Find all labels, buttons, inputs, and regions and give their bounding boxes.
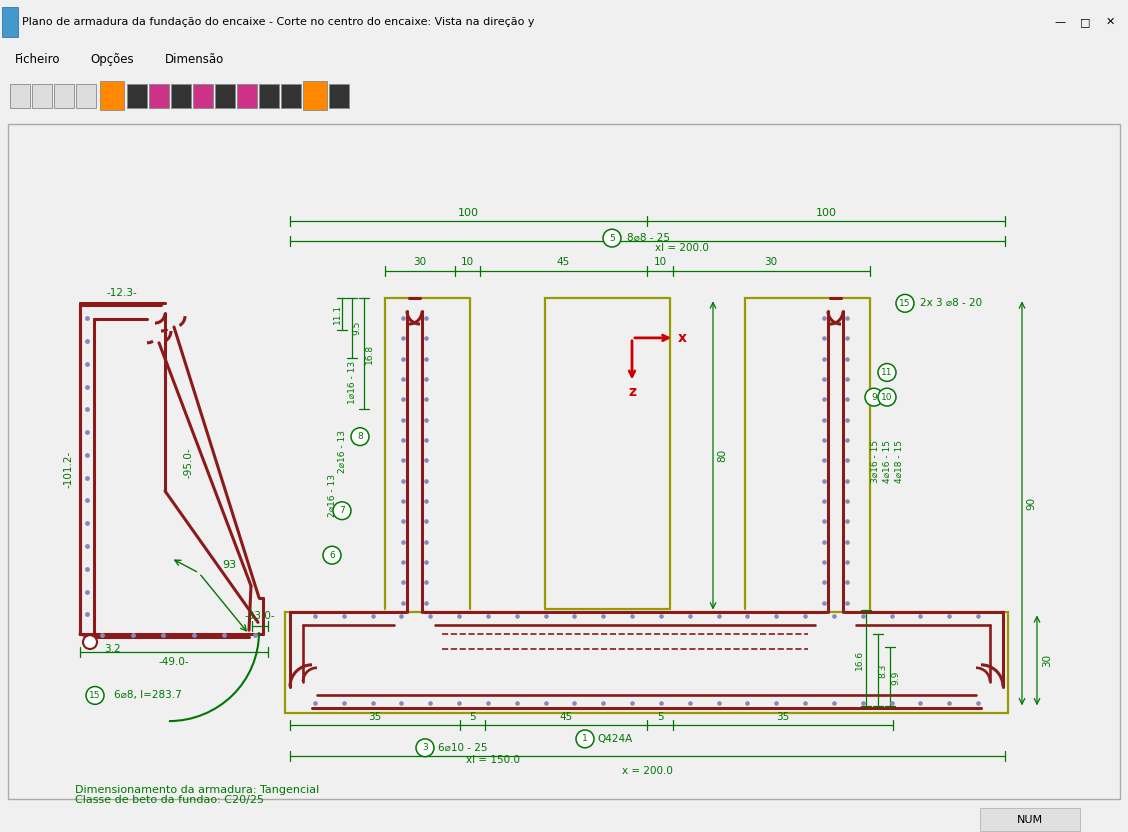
Text: 15: 15	[89, 691, 100, 700]
Text: 30: 30	[765, 257, 777, 267]
Text: Classe de beto da fundao: C20/25: Classe de beto da fundao: C20/25	[74, 795, 264, 805]
Text: 8.3: 8.3	[879, 664, 888, 678]
Text: 1⌀16 - 13: 1⌀16 - 13	[347, 361, 356, 404]
Circle shape	[416, 739, 434, 756]
Bar	[76, 84, 96, 107]
Text: Opções: Opções	[90, 53, 133, 67]
Text: 5: 5	[469, 712, 475, 722]
Text: -101.2-: -101.2-	[63, 451, 73, 488]
Bar	[10, 84, 30, 107]
Text: 100: 100	[816, 209, 837, 219]
Circle shape	[333, 502, 351, 520]
Bar	[32, 84, 52, 107]
Text: 80: 80	[717, 448, 728, 462]
Text: 16.8: 16.8	[364, 344, 373, 364]
Bar	[149, 84, 169, 107]
Text: 2⌀16 - 13: 2⌀16 - 13	[327, 474, 336, 518]
Text: 15: 15	[899, 299, 910, 308]
Text: z: z	[628, 385, 636, 399]
Bar	[237, 84, 257, 107]
Circle shape	[865, 389, 883, 406]
Text: Plano de armadura da fundação do encaixe - Corte no centro do encaixe: Vista na : Plano de armadura da fundação do encaixe…	[23, 17, 535, 27]
Text: 45: 45	[559, 712, 573, 722]
Text: 11.1: 11.1	[333, 305, 342, 324]
Text: 9: 9	[871, 393, 876, 402]
Circle shape	[576, 730, 594, 748]
Circle shape	[896, 295, 914, 312]
Text: 5: 5	[656, 712, 663, 722]
Bar	[329, 84, 349, 107]
Text: 3.2: 3.2	[104, 644, 121, 654]
Circle shape	[351, 428, 369, 446]
Text: 8: 8	[358, 432, 363, 441]
Bar	[980, 809, 1079, 830]
Text: —: —	[1055, 17, 1066, 27]
Text: 100: 100	[458, 209, 478, 219]
Text: 11: 11	[881, 368, 892, 377]
Bar	[285, 612, 1008, 713]
Bar	[193, 84, 213, 107]
Text: 8⌀8 - 25: 8⌀8 - 25	[627, 233, 670, 243]
Circle shape	[878, 364, 896, 381]
Text: Ficheiro: Ficheiro	[15, 53, 61, 67]
Bar	[303, 81, 327, 111]
Text: 30: 30	[1042, 654, 1052, 667]
Text: 1: 1	[582, 735, 588, 743]
Text: 3: 3	[422, 743, 428, 752]
Circle shape	[86, 686, 104, 705]
Bar	[171, 84, 191, 107]
Text: Q424A: Q424A	[597, 734, 633, 744]
Text: 45: 45	[556, 257, 570, 267]
Text: 4⌀18 - 15: 4⌀18 - 15	[895, 440, 904, 483]
Bar	[281, 84, 301, 107]
Bar	[259, 84, 279, 107]
Text: 35: 35	[776, 712, 790, 722]
Text: 3⌀16 - 15: 3⌀16 - 15	[871, 440, 880, 483]
Text: 10: 10	[460, 257, 474, 267]
Text: x = 200.0: x = 200.0	[622, 766, 672, 776]
Text: xl = 150.0: xl = 150.0	[466, 755, 520, 765]
Text: Dimensionamento da armadura: Tangencial: Dimensionamento da armadura: Tangencial	[74, 785, 319, 795]
Circle shape	[603, 230, 622, 247]
Circle shape	[878, 389, 896, 406]
Bar	[127, 84, 147, 107]
Bar	[215, 84, 235, 107]
Text: □: □	[1079, 17, 1091, 27]
Circle shape	[83, 635, 97, 649]
Text: 2⌀16 - 13: 2⌀16 - 13	[337, 430, 346, 473]
Text: Dimensão: Dimensão	[165, 53, 224, 67]
Text: ✕: ✕	[1105, 17, 1114, 27]
Text: xl = 200.0: xl = 200.0	[655, 243, 708, 253]
Text: -12.3-: -12.3-	[106, 289, 136, 299]
Text: 93: 93	[222, 560, 236, 570]
Text: -95.0-: -95.0-	[184, 448, 194, 478]
Text: 2x 3 ⌀8 - 20: 2x 3 ⌀8 - 20	[920, 299, 982, 309]
Text: NUM: NUM	[1017, 815, 1043, 825]
Text: 6⌀10 - 25: 6⌀10 - 25	[438, 743, 487, 753]
Circle shape	[323, 547, 341, 564]
Bar	[100, 81, 124, 111]
Bar	[54, 84, 74, 107]
Text: 6: 6	[329, 551, 335, 560]
Text: 10: 10	[881, 393, 892, 402]
Text: x: x	[678, 331, 687, 345]
Text: -49.0-: -49.0-	[159, 656, 190, 666]
Text: 9.5: 9.5	[352, 321, 361, 335]
Text: 90: 90	[1026, 497, 1036, 510]
Text: 10: 10	[653, 257, 667, 267]
Text: 16.6: 16.6	[855, 650, 864, 670]
Text: -33.0-: -33.0-	[245, 612, 275, 622]
Text: 5: 5	[609, 234, 615, 243]
Text: 9.9: 9.9	[891, 671, 900, 685]
Text: 30: 30	[414, 257, 426, 267]
Text: 7: 7	[340, 506, 345, 515]
Text: 35: 35	[369, 712, 381, 722]
Bar	[2, 7, 18, 37]
Text: 4⌀16 - 15: 4⌀16 - 15	[882, 440, 891, 483]
Text: 6⌀8, l=283.7: 6⌀8, l=283.7	[114, 691, 182, 701]
